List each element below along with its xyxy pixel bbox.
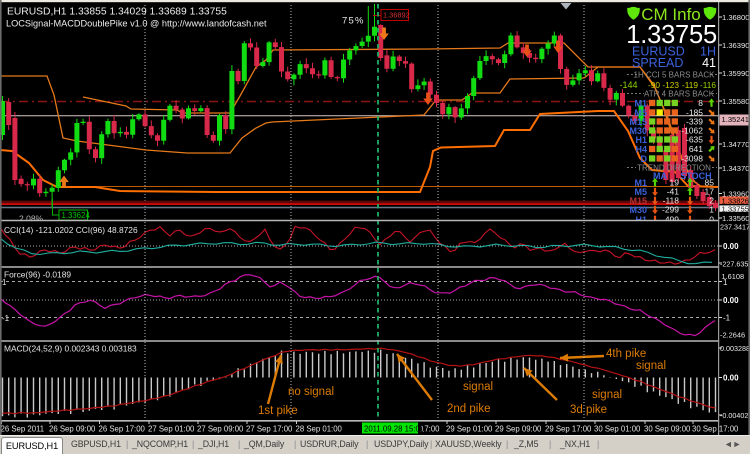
svg-text:0.00: 0.00 [723, 374, 739, 383]
svg-text:EURUSD,H1 1.33855 1.34029 1.33: EURUSD,H1 1.33855 1.34029 1.33689 1.3375… [7, 7, 227, 18]
svg-text:1H CCI 5 BARS BACK: 1H CCI 5 BARS BACK [634, 71, 716, 80]
svg-text:29 Sep 01:00: 29 Sep 01:00 [446, 425, 493, 434]
svg-text:1.36892: 1.36892 [383, 11, 410, 20]
svg-text:1: 1 [2, 278, 7, 287]
svg-text:30 Sep 09:00: 30 Sep 09:00 [644, 425, 691, 434]
svg-text:-1: -1 [723, 314, 731, 323]
svg-text:ATR 4 BARS BACK: ATR 4 BARS BACK [644, 90, 715, 99]
svg-text:-90: -90 [648, 80, 660, 90]
svg-text:D: D [641, 154, 648, 164]
svg-text:H1: H1 [635, 135, 647, 145]
svg-text:0.00: 0.00 [723, 242, 739, 251]
svg-text:27 Sep 17:00: 27 Sep 17:00 [246, 425, 293, 434]
svg-text:MACD(24,52,9) 0.002343 0.00318: MACD(24,52,9) 0.002343 0.003183 [4, 344, 137, 354]
svg-text:27 Sep 01:00: 27 Sep 01:00 [148, 425, 195, 434]
svg-text:1.35580: 1.35580 [722, 97, 749, 106]
svg-text:237.3417: 237.3417 [720, 223, 750, 232]
svg-text:-227.635: -227.635 [720, 260, 748, 269]
svg-text:-1: -1 [2, 314, 10, 323]
svg-text:-116: -116 [700, 80, 716, 90]
svg-text:1.34770: 1.34770 [722, 140, 749, 149]
svg-text:26 Sep 2011: 26 Sep 2011 [1, 425, 45, 434]
svg-text:29 Sep 09:00: 29 Sep 09:00 [495, 425, 542, 434]
svg-text:0.003288: 0.003288 [720, 344, 750, 353]
svg-text:2011.09.28 15:00: 2011.09.28 15:00 [364, 424, 425, 433]
svg-text:-0.00402: -0.00402 [720, 411, 748, 420]
svg-text:30 Sep 17:00: 30 Sep 17:00 [692, 425, 739, 434]
svg-text:SPREAD: SPREAD [632, 56, 683, 70]
svg-text:4th pike: 4th pike [606, 348, 646, 360]
svg-text:signal: signal [636, 360, 666, 372]
svg-text:1.35241: 1.35241 [722, 115, 749, 124]
svg-text:75%: 75% [342, 16, 365, 27]
svg-text:1.33624: 1.33624 [62, 211, 91, 220]
svg-text:30 Sep 01:00: 30 Sep 01:00 [594, 425, 641, 434]
svg-text:-299: -299 [662, 205, 679, 215]
svg-text:26 Sep 09:00: 26 Sep 09:00 [49, 425, 96, 434]
svg-text:signal: signal [592, 389, 622, 401]
svg-text:signal: signal [463, 381, 493, 393]
svg-text:LOCSignal-MACDDoublePike v1.0: LOCSignal-MACDDoublePike v1.0 @ http://w… [6, 19, 267, 29]
svg-text:-3098: -3098 [681, 154, 703, 164]
svg-text:1.34370: 1.34370 [722, 164, 749, 173]
svg-text:-119: -119 [682, 80, 698, 90]
svg-text:8: 8 [698, 98, 703, 108]
svg-text:CCI(14) -121.0202 CCI(96) 48.: CCI(14) -121.0202 CCI(96) 48.8726 [4, 225, 138, 235]
svg-text:M1: M1 [634, 98, 647, 108]
svg-text:2nd pike: 2nd pike [447, 403, 490, 415]
svg-text:27 Sep 09:00: 27 Sep 09:00 [197, 425, 244, 434]
svg-text:Force(96) -0.0189: Force(96) -0.0189 [4, 270, 71, 280]
svg-text:641: 641 [689, 144, 703, 154]
svg-text:1: 1 [723, 278, 728, 287]
svg-text:26 Sep 17:00: 26 Sep 17:00 [99, 425, 146, 434]
svg-text:28 Sep 01:00: 28 Sep 01:00 [296, 425, 343, 434]
svg-text:-144: -144 [619, 80, 637, 90]
svg-text:41: 41 [702, 56, 716, 70]
svg-text:M30: M30 [629, 205, 647, 215]
svg-text:1st pike: 1st pike [258, 405, 298, 417]
svg-text:0.00: 0.00 [723, 296, 739, 305]
svg-text:1.33755: 1.33755 [722, 204, 749, 213]
svg-text:-635: -635 [686, 135, 703, 145]
svg-text:1: 1 [709, 205, 714, 215]
svg-text:no signal: no signal [288, 386, 334, 398]
svg-text:1.36800: 1.36800 [722, 13, 749, 22]
svg-text:3d pike: 3d pike [570, 404, 607, 416]
svg-text:-2.2646: -2.2646 [720, 331, 745, 340]
svg-text:1.35990: 1.35990 [722, 69, 749, 78]
svg-text:-123: -123 [662, 80, 679, 90]
svg-text:H4: H4 [635, 144, 647, 154]
svg-text:1.36390: 1.36390 [722, 41, 749, 50]
svg-text:29 Sep 17:00: 29 Sep 17:00 [545, 425, 592, 434]
